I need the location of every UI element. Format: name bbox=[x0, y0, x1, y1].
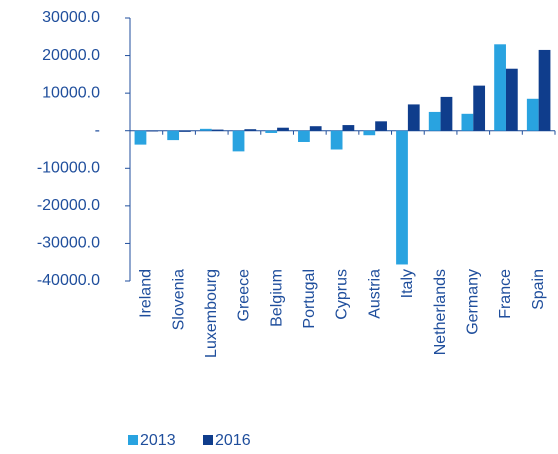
x-tick-label: Belgium bbox=[268, 269, 285, 327]
bar bbox=[179, 130, 191, 132]
bar bbox=[309, 126, 322, 131]
x-tick-label: Luxembourg bbox=[203, 269, 220, 358]
x-tick-label: Spain bbox=[530, 269, 547, 310]
bar bbox=[396, 130, 408, 265]
bar bbox=[277, 127, 289, 131]
x-tick-label: Slovenia bbox=[170, 269, 187, 330]
x-tick-label: Cyprus bbox=[334, 269, 351, 320]
y-tick-label: 20000.0 bbox=[42, 47, 100, 64]
x-tick-label: Portugal bbox=[301, 269, 318, 329]
bar bbox=[526, 98, 539, 131]
y-tick-label: - bbox=[95, 122, 100, 139]
x-tick-label: Greece bbox=[236, 269, 253, 322]
bar bbox=[428, 111, 441, 131]
bar bbox=[146, 130, 159, 132]
bar bbox=[330, 130, 343, 150]
bar bbox=[538, 49, 551, 131]
bar bbox=[211, 129, 224, 131]
bar bbox=[505, 68, 518, 131]
bar bbox=[494, 44, 506, 131]
x-tick-label: Germany bbox=[464, 269, 481, 335]
x-tick-label: Netherlands bbox=[432, 269, 449, 355]
y-tick-label: -10000.0 bbox=[37, 160, 100, 177]
y-tick-label: 10000.0 bbox=[42, 84, 100, 101]
legend-swatch bbox=[128, 435, 138, 445]
bar bbox=[199, 128, 212, 131]
y-tick-label: -40000.0 bbox=[37, 272, 100, 289]
bar bbox=[473, 85, 486, 131]
y-tick-label: -30000.0 bbox=[37, 235, 100, 252]
bar bbox=[232, 130, 245, 152]
bar bbox=[265, 130, 278, 133]
x-tick-label: Ireland bbox=[138, 269, 155, 318]
legend-swatch bbox=[203, 435, 213, 445]
bar bbox=[167, 130, 180, 141]
bar bbox=[298, 130, 310, 142]
bar bbox=[407, 104, 420, 131]
x-tick-label: Italy bbox=[399, 269, 416, 298]
bar bbox=[375, 121, 387, 131]
y-tick-label: 30000.0 bbox=[42, 9, 100, 26]
x-tick-label: Austria bbox=[366, 269, 383, 319]
bar bbox=[461, 113, 474, 131]
bar bbox=[134, 130, 147, 145]
y-tick-label: -20000.0 bbox=[37, 197, 100, 214]
legend-label: 2013 bbox=[140, 432, 176, 449]
legend-label: 2016 bbox=[215, 432, 251, 449]
bar bbox=[363, 130, 376, 136]
bar bbox=[440, 96, 453, 131]
bar bbox=[342, 125, 355, 131]
x-tick-label: France bbox=[497, 269, 514, 319]
bar bbox=[244, 129, 257, 131]
